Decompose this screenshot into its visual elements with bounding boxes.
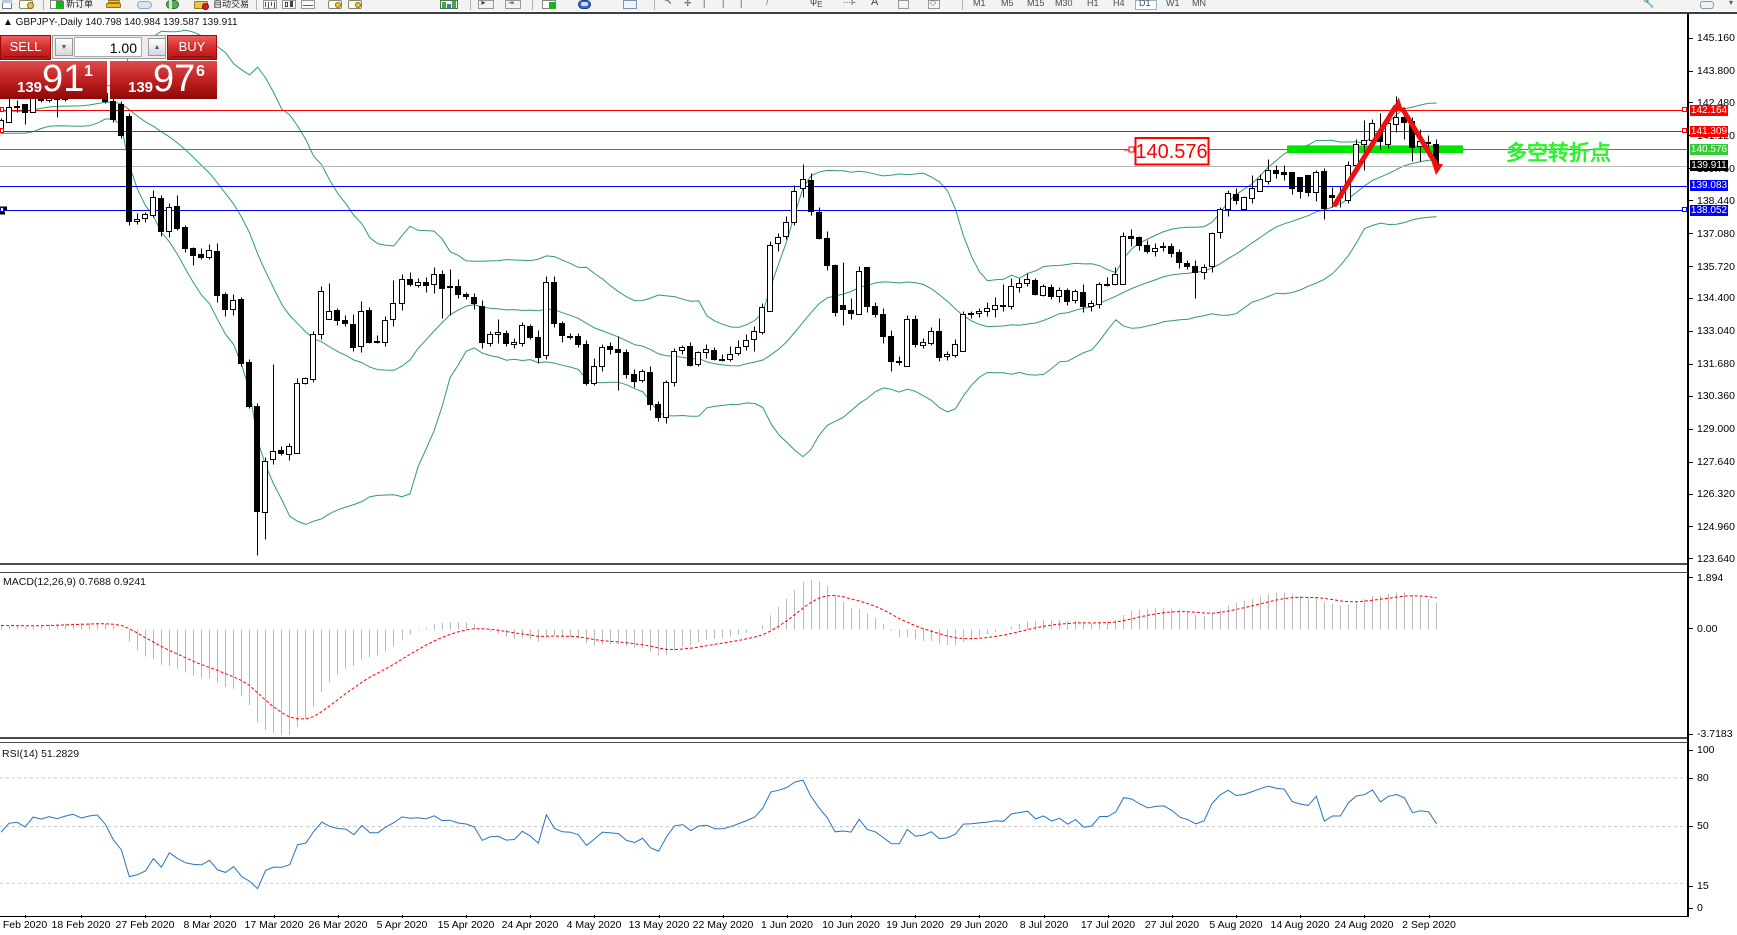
svg-text:多空转折点: 多空转折点	[1506, 141, 1611, 165]
svg-text:140.576: 140.576	[1135, 141, 1207, 163]
